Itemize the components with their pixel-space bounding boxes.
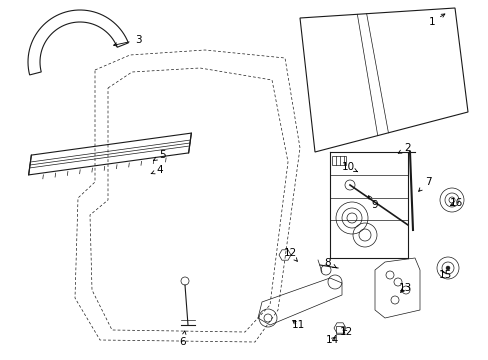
Text: 12: 12 <box>283 248 297 261</box>
Text: 9: 9 <box>368 196 378 210</box>
Text: 10: 10 <box>341 162 357 172</box>
Text: 12: 12 <box>339 327 352 337</box>
Circle shape <box>445 266 449 270</box>
Text: 13: 13 <box>398 283 411 293</box>
Text: 16: 16 <box>448 198 462 208</box>
Text: 11: 11 <box>291 320 304 330</box>
Text: 15: 15 <box>437 270 451 280</box>
Text: 5: 5 <box>153 150 165 161</box>
Text: 8: 8 <box>324 258 336 268</box>
Text: 14: 14 <box>325 335 338 345</box>
Text: 6: 6 <box>179 331 186 347</box>
Text: 3: 3 <box>113 35 141 46</box>
Text: 4: 4 <box>151 165 163 175</box>
Text: 1: 1 <box>428 14 444 27</box>
Text: 2: 2 <box>397 143 410 153</box>
Text: 7: 7 <box>418 177 430 192</box>
